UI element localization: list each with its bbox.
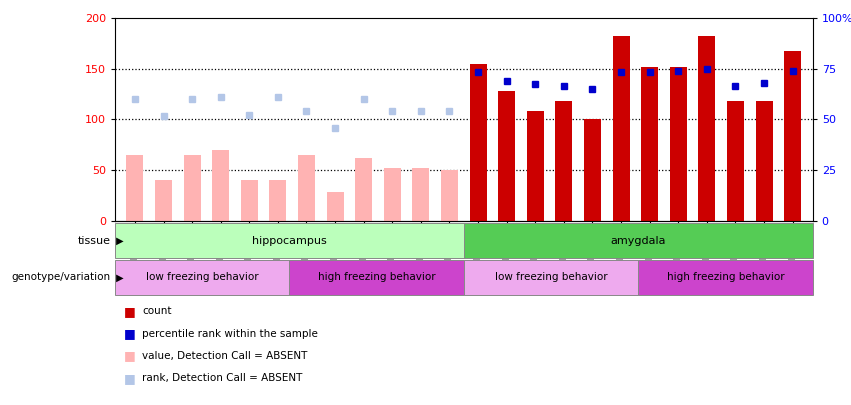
Text: hippocampus: hippocampus	[252, 236, 327, 245]
Bar	[327, 192, 344, 221]
Text: ■: ■	[123, 305, 135, 318]
Bar	[641, 67, 659, 221]
Bar	[184, 155, 201, 221]
Text: ■: ■	[123, 327, 135, 340]
Text: ▶: ▶	[113, 236, 123, 245]
Text: ▶: ▶	[113, 273, 123, 282]
Text: genotype/variation: genotype/variation	[12, 273, 111, 282]
Text: percentile rank within the sample: percentile rank within the sample	[142, 329, 318, 339]
Bar	[289, 260, 464, 295]
Text: amygdala: amygdala	[610, 236, 666, 245]
Bar	[670, 67, 687, 221]
Text: high freezing behavior: high freezing behavior	[317, 273, 436, 282]
Bar	[613, 36, 630, 221]
Bar	[413, 168, 430, 221]
Text: ■: ■	[123, 372, 135, 385]
Bar	[498, 91, 515, 221]
Bar	[556, 101, 573, 221]
Bar	[115, 260, 289, 295]
Text: count: count	[142, 307, 172, 316]
Bar	[727, 101, 744, 221]
Bar	[527, 111, 544, 221]
Bar	[784, 51, 802, 221]
Bar	[155, 180, 172, 221]
Bar	[298, 155, 315, 221]
Bar	[126, 155, 144, 221]
Bar	[756, 101, 773, 221]
Bar	[384, 168, 401, 221]
Bar	[638, 260, 813, 295]
Bar	[441, 170, 458, 221]
Bar	[212, 150, 229, 221]
Bar	[699, 36, 716, 221]
Bar	[470, 64, 487, 221]
Text: high freezing behavior: high freezing behavior	[666, 273, 785, 282]
Bar	[584, 119, 601, 221]
Text: tissue: tissue	[77, 236, 111, 245]
Text: low freezing behavior: low freezing behavior	[146, 273, 259, 282]
Bar	[241, 180, 258, 221]
Text: rank, Detection Call = ABSENT: rank, Detection Call = ABSENT	[142, 373, 302, 383]
Bar	[269, 180, 287, 221]
Text: low freezing behavior: low freezing behavior	[494, 273, 608, 282]
Bar	[464, 260, 638, 295]
Bar	[464, 223, 813, 258]
Text: ■: ■	[123, 350, 135, 362]
Bar	[115, 223, 464, 258]
Bar	[355, 158, 372, 221]
Text: value, Detection Call = ABSENT: value, Detection Call = ABSENT	[142, 351, 307, 361]
